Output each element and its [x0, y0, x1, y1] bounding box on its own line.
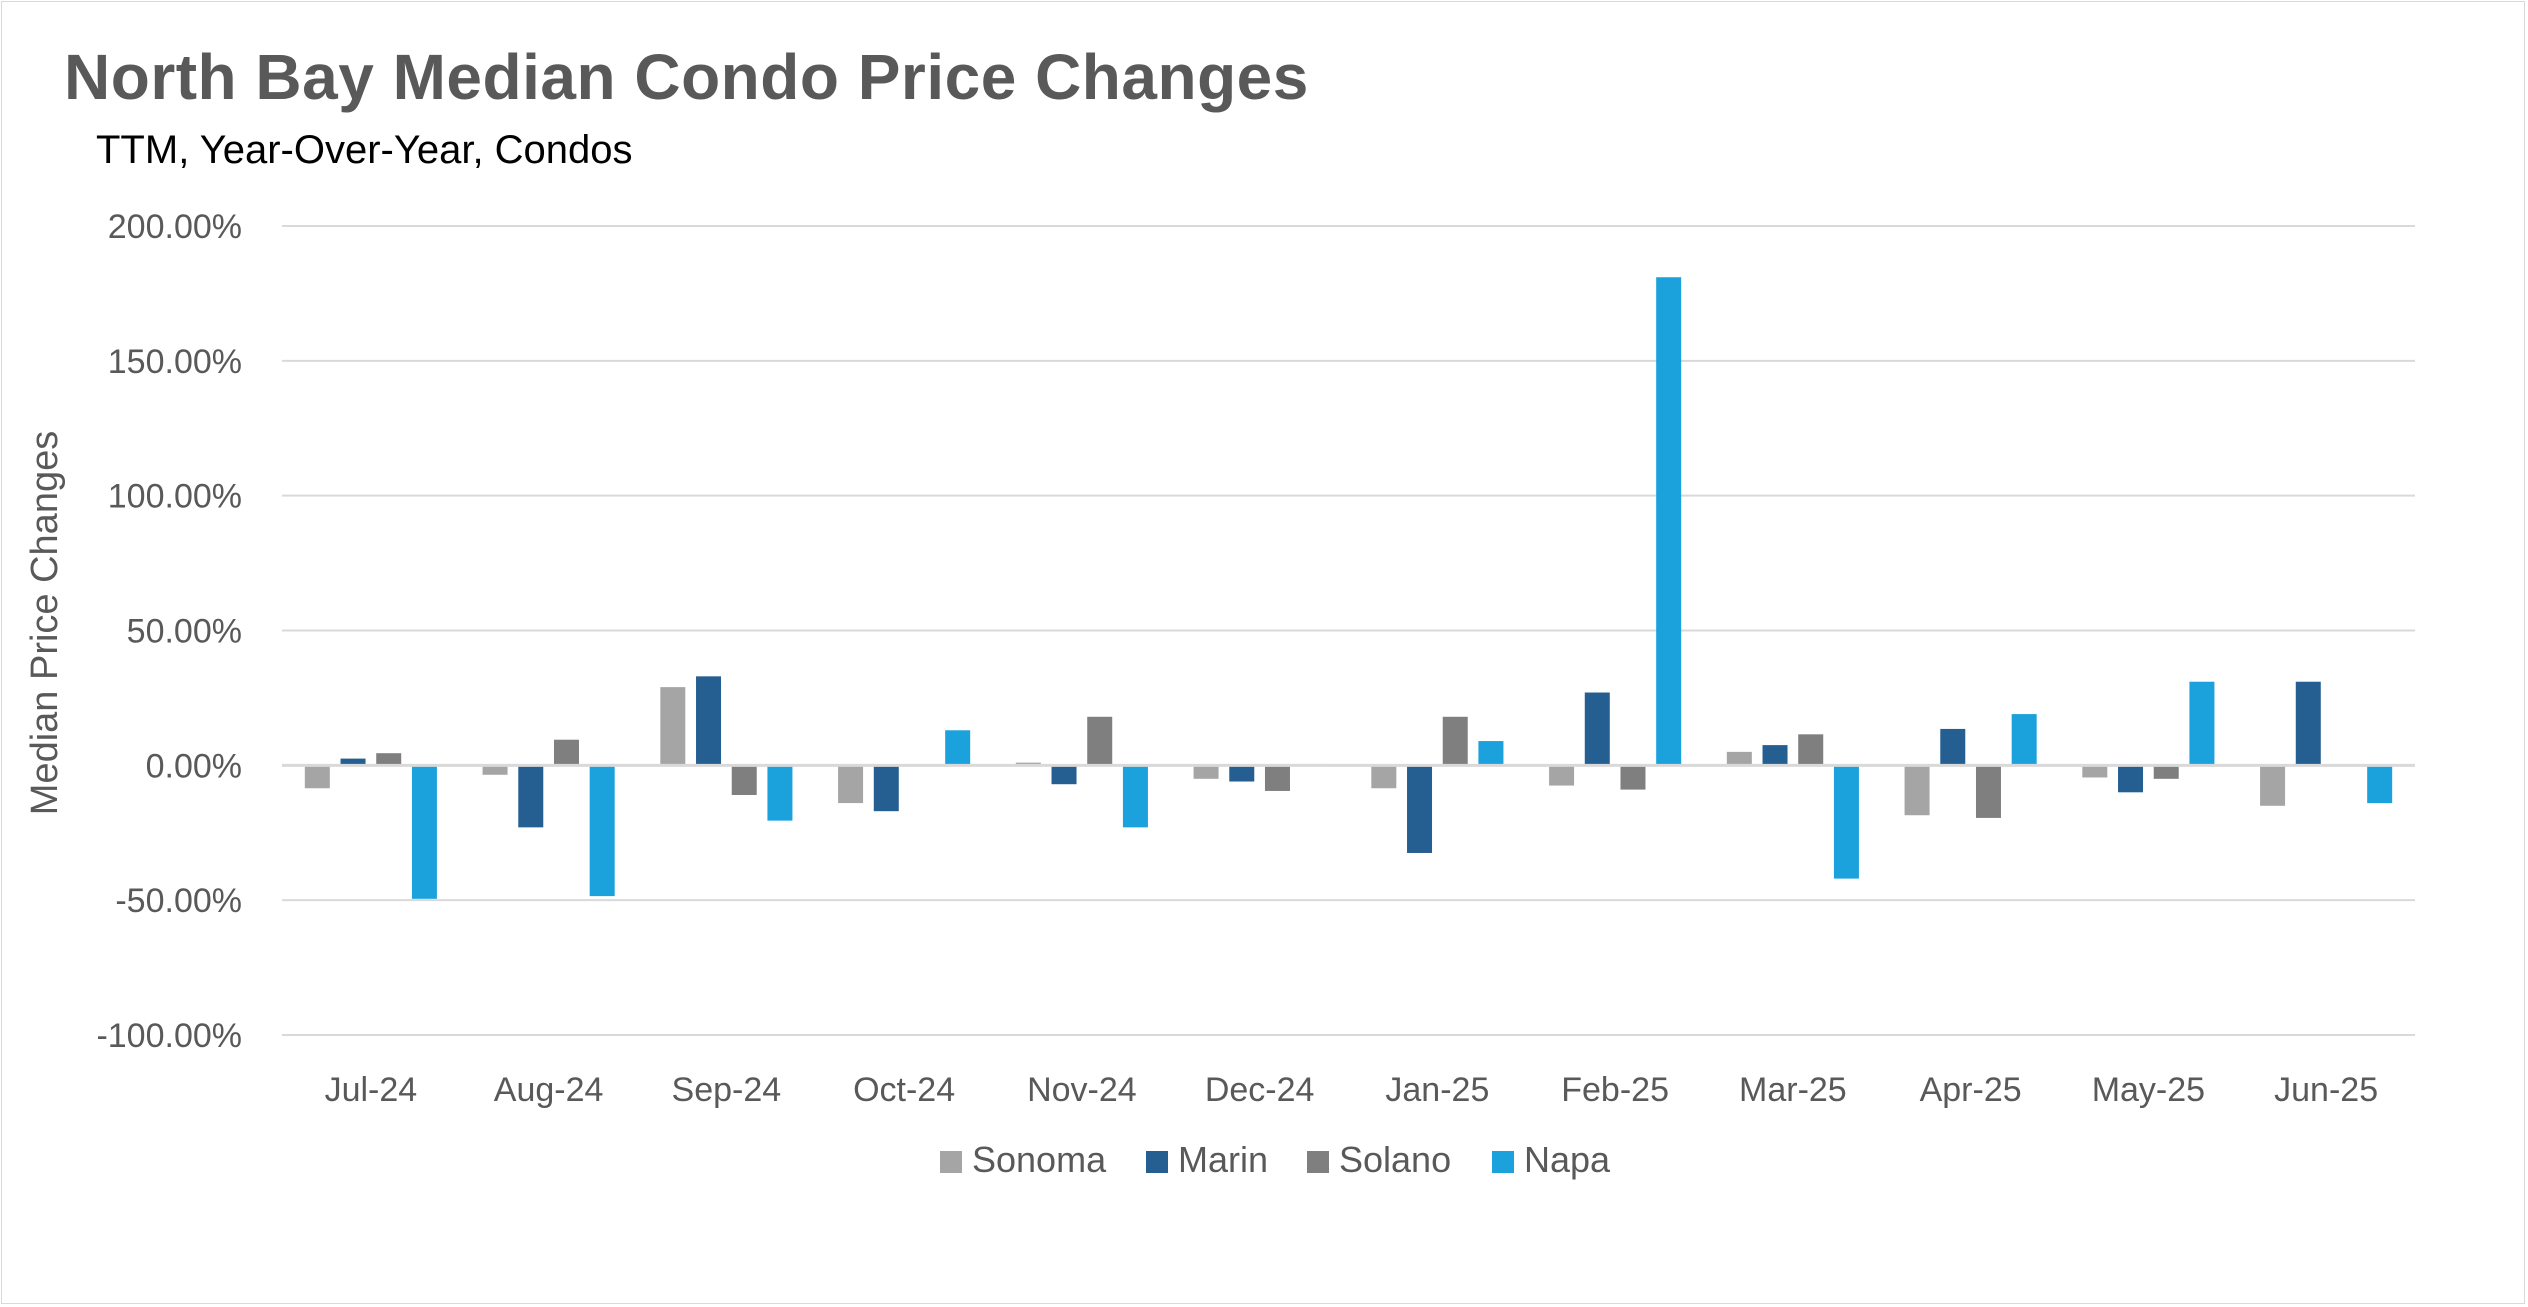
bar-napa-nov-24 — [1122, 765, 1148, 828]
y-tick-label: 0.00% — [146, 747, 242, 785]
bar-marin-sep-24 — [696, 676, 722, 766]
bar-napa-jul-24 — [411, 765, 437, 899]
bar-marin-oct-24 — [873, 765, 899, 812]
bar-solano-mar-25 — [1798, 734, 1824, 766]
bar-marin-feb-25 — [1584, 692, 1610, 766]
bar-sonoma-jun-25 — [2260, 765, 2286, 806]
bar-solano-sep-24 — [731, 765, 757, 795]
bar-marin-may-25 — [2118, 765, 2144, 793]
x-tick-label: Aug-24 — [494, 1071, 604, 1109]
legend-swatch-napa — [1492, 1151, 1514, 1173]
bar-sonoma-jan-25 — [1371, 765, 1397, 789]
bar-napa-aug-24 — [589, 765, 615, 897]
x-tick-label: Jul-24 — [325, 1071, 418, 1109]
bar-sonoma-may-25 — [2082, 765, 2108, 778]
bar-marin-aug-24 — [518, 765, 544, 828]
bar-sonoma-jul-24 — [304, 765, 330, 789]
bar-solano-jan-25 — [1442, 716, 1468, 766]
bar-sonoma-oct-24 — [838, 765, 864, 804]
x-tick-label: Jun-25 — [2274, 1071, 2378, 1109]
x-tick-label: Apr-25 — [1920, 1071, 2022, 1109]
legend-swatch-sonoma — [940, 1151, 962, 1173]
bar-solano-aug-24 — [553, 739, 579, 766]
bar-marin-nov-24 — [1051, 765, 1077, 785]
legend-swatch-solano — [1307, 1151, 1329, 1173]
bar-sonoma-apr-25 — [1904, 765, 1930, 816]
bar-marin-jul-24 — [340, 758, 366, 766]
bar-napa-apr-25 — [2011, 714, 2037, 766]
legend-label-marin: Marin — [1178, 1139, 1268, 1180]
bar-solano-dec-24 — [1264, 765, 1290, 791]
chart-subtitle: TTM, Year-Over-Year, Condos — [96, 128, 633, 172]
bar-marin-mar-25 — [1762, 745, 1788, 766]
legend-label-sonoma: Sonoma — [972, 1139, 1107, 1180]
x-tick-label: Dec-24 — [1205, 1071, 1315, 1109]
bar-napa-sep-24 — [767, 765, 793, 821]
x-axis-tick-labels: Jul-24 Aug-24 Sep-24 Oct-24 Nov-24 Dec-24 Jan-… — [325, 1071, 2379, 1109]
bar-solano-feb-25 — [1620, 765, 1646, 790]
legend-label-solano: Solano — [1339, 1139, 1451, 1180]
x-tick-label: Sep-24 — [672, 1071, 782, 1109]
x-tick-label: Oct-24 — [853, 1071, 955, 1109]
y-axis-title: Median Price Changes — [24, 431, 66, 815]
bar-napa-feb-25 — [1656, 277, 1682, 766]
x-tick-label: Nov-24 — [1027, 1071, 1137, 1109]
y-tick-label: -100.00% — [96, 1017, 242, 1055]
x-tick-label: May-25 — [2092, 1071, 2205, 1109]
bar-napa-may-25 — [2189, 681, 2215, 766]
bar-sonoma-dec-24 — [1193, 765, 1219, 779]
bar-sonoma-sep-24 — [660, 687, 686, 766]
bar-napa-oct-24 — [945, 730, 971, 766]
bar-solano-nov-24 — [1087, 716, 1113, 766]
gridlines — [282, 225, 2415, 1036]
bar-solano-may-25 — [2153, 765, 2179, 779]
legend-swatch-marin — [1146, 1151, 1168, 1173]
bar-solano-jul-24 — [376, 753, 402, 766]
bar-marin-dec-24 — [1229, 765, 1255, 782]
bar-napa-mar-25 — [1833, 765, 1859, 879]
y-tick-label: 100.00% — [108, 478, 242, 516]
bar-marin-apr-25 — [1940, 728, 1966, 766]
bar-marin-jun-25 — [2295, 681, 2321, 766]
x-tick-label: Mar-25 — [1739, 1071, 1847, 1109]
bar-marin-jan-25 — [1407, 765, 1433, 853]
legend-label-napa: Napa — [1524, 1139, 1611, 1180]
chart-title: North Bay Median Condo Price Changes — [64, 41, 1309, 113]
bar-napa-jan-25 — [1478, 741, 1504, 766]
y-tick-label: 200.00% — [108, 208, 242, 246]
legend: Sonoma Marin Solano Napa — [940, 1139, 1611, 1180]
x-tick-label: Feb-25 — [1561, 1071, 1669, 1109]
y-axis-tick-labels: 200.00% 150.00% 100.00% 50.00% 0.00% -50.00% -… — [96, 208, 242, 1055]
bars — [304, 277, 2393, 899]
y-tick-label: 50.00% — [127, 613, 242, 651]
bar-sonoma-aug-24 — [482, 765, 508, 775]
bar-sonoma-mar-25 — [1726, 751, 1752, 766]
bar-napa-jun-25 — [2367, 765, 2393, 804]
bar-solano-apr-25 — [1975, 765, 2001, 818]
y-tick-label: -50.00% — [115, 882, 242, 920]
bar-sonoma-feb-25 — [1549, 765, 1575, 786]
y-tick-label: 150.00% — [108, 343, 242, 381]
x-tick-label: Jan-25 — [1385, 1071, 1489, 1109]
